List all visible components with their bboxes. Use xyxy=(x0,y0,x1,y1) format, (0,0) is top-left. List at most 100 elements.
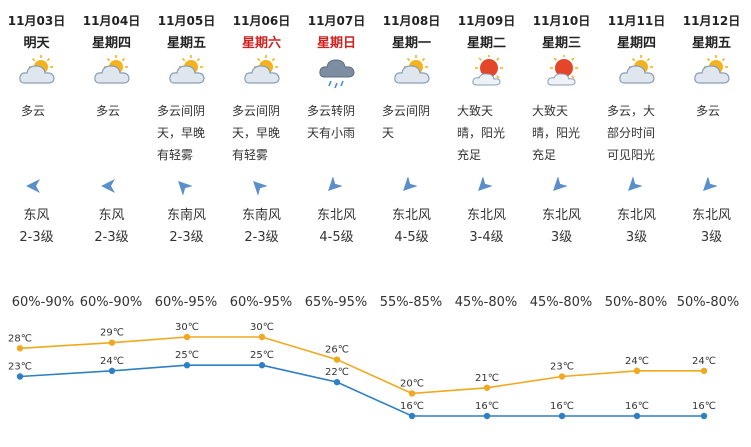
humidity-range: 50%-80% xyxy=(676,295,740,310)
weather-description-line: 晴，阳光 xyxy=(457,126,506,140)
weather-description-line: 天，早晚 xyxy=(232,126,281,140)
weather-description-line: 有轻雾 xyxy=(232,148,269,162)
wind-direction-label: 东风 xyxy=(23,208,50,223)
wind-direction-label: 东北风 xyxy=(316,208,356,223)
wind-direction-label: 东北风 xyxy=(391,208,431,223)
weather-description: 多云 xyxy=(21,100,81,122)
cloud-shape xyxy=(619,65,655,84)
high-temperature-point xyxy=(408,390,416,397)
high-temperature-point xyxy=(633,367,641,375)
weather-description-line: 有轻雾 xyxy=(157,148,194,162)
cloud-shape xyxy=(394,65,430,84)
weather-description: 大致天 晴，阳光 充足 xyxy=(532,100,592,166)
forecast-date: 11月08日 xyxy=(382,14,441,28)
wind-direction-label: 东北风 xyxy=(616,208,656,223)
forecast-date: 11月12日 xyxy=(682,14,741,28)
low-temperature-label: 16℃ xyxy=(692,401,716,412)
wind-direction-icon xyxy=(628,177,642,191)
wind-direction-icon xyxy=(553,177,567,191)
weather-description-line: 多云，大 xyxy=(607,104,656,118)
high-temperature-line xyxy=(19,336,704,395)
forecast-day: 11月03日 明天 多云 东风 2-3级 xyxy=(0,0,74,250)
low-temperature-point xyxy=(108,367,116,375)
weather-description-line: 晴，阳光 xyxy=(532,126,581,140)
forecast-weekday: 明天 xyxy=(23,36,50,51)
weather-description-line: 多云转阴 xyxy=(307,104,356,118)
forecast-weekday: 星期日 xyxy=(316,36,356,51)
high-temperature-label: 20℃ xyxy=(400,378,424,389)
forecast-day: 11月12日 星期五 多云 东北风 3级 xyxy=(674,0,749,250)
low-temperature-point xyxy=(183,362,191,369)
low-temperature-point xyxy=(333,378,341,386)
high-temperature-label: 30℃ xyxy=(175,322,199,333)
wind-direction-icon xyxy=(101,179,115,193)
weather-description-line: 多云间阴 xyxy=(382,104,431,118)
humidity-range: 45%-80% xyxy=(454,295,518,310)
wind-direction-label: 东北风 xyxy=(691,208,731,223)
humidity-range: 50%-80% xyxy=(604,295,668,310)
wind-level-label: 2-3级 xyxy=(19,230,54,245)
forecast-weekday: 星期一 xyxy=(391,36,431,51)
wind-direction-icon xyxy=(478,177,492,191)
humidity-range: 60%-95% xyxy=(154,295,218,310)
humidity-range: 45%-80% xyxy=(529,295,593,310)
high-temperature-label: 26℃ xyxy=(325,345,349,356)
weather-description-line: 充足 xyxy=(457,148,482,162)
weather-description-line: 部分时间 xyxy=(607,126,656,140)
low-temperature-line xyxy=(19,364,704,417)
weather-description-line: 大致天 xyxy=(457,104,494,118)
forecast-date: 11月04日 xyxy=(82,14,141,28)
forecast-weekday: 星期三 xyxy=(541,36,581,51)
forecast-day: 11月10日 星期三 大致天 晴，阳光 充足 东北风 3级 xyxy=(524,0,599,250)
raindrop-shape xyxy=(334,82,338,89)
wind-level-label: 3-4级 xyxy=(469,230,504,245)
high-temperature-label: 30℃ xyxy=(250,322,274,333)
partly-cloudy-icon xyxy=(19,55,55,84)
low-temperature-point xyxy=(633,412,641,420)
high-temperature-label: 21℃ xyxy=(475,373,499,384)
high-temperature-label: 29℃ xyxy=(100,328,124,339)
weather-description: 多云间阴 天，早晚 有轻雾 xyxy=(232,100,292,166)
low-temperature-label: 16℃ xyxy=(625,401,649,412)
low-temperature-label: 16℃ xyxy=(475,401,499,412)
high-temperature-point xyxy=(258,333,266,341)
wind-level-label: 2-3级 xyxy=(169,230,204,245)
sun-shape xyxy=(480,59,498,77)
weather-description-line: 天 xyxy=(382,126,395,140)
wind-direction-icon xyxy=(26,179,40,193)
high-temperature-label: 24℃ xyxy=(625,356,649,367)
forecast-weekday: 星期四 xyxy=(91,36,131,51)
wind-direction-label: 东南风 xyxy=(241,208,281,223)
forecast-day: 11月06日 星期六 多云间阴 天，早晚 有轻雾 东南风 2-3级 xyxy=(224,0,299,250)
weather-description-line: 可见阳光 xyxy=(607,148,656,162)
forecast-day: 11月04日 星期四 多云 东风 2-3级 xyxy=(74,0,149,250)
low-temperature-point xyxy=(16,373,24,380)
forecast-weekday: 星期四 xyxy=(616,36,656,51)
wind-direction-icon xyxy=(703,177,717,191)
wind-level-label: 2-3级 xyxy=(244,230,279,245)
cloud-shape xyxy=(94,65,130,84)
wind-direction-icon xyxy=(178,181,192,195)
forecast-date: 11月06日 xyxy=(232,14,291,28)
weather-description: 多云，大部分时间可见阳光 xyxy=(607,100,667,166)
high-temperature-point xyxy=(108,339,116,346)
high-temperature-point xyxy=(558,373,566,380)
weather-description: 多云间阴天 xyxy=(382,100,442,144)
weather-description-line: 多云 xyxy=(696,104,721,118)
weather-description-line: 天，早晚 xyxy=(157,126,206,140)
weather-description: 大致天晴，阳光充足 xyxy=(457,100,517,166)
forecast-day: 11月08日 星期一 多云间阴天东北风 4-5级 xyxy=(374,0,449,250)
weather-description: 多云 xyxy=(696,100,751,122)
weather-description-line: 多云 xyxy=(21,104,46,118)
high-temperature-point xyxy=(483,384,491,391)
low-temperature-point xyxy=(700,412,708,420)
sun-shape xyxy=(555,59,573,77)
wind-level-label: 3级 xyxy=(700,230,723,245)
cloud-shape xyxy=(472,73,501,86)
partly-cloudy-icon xyxy=(244,55,280,84)
high-temperature-point xyxy=(16,345,24,352)
wind-direction-icon xyxy=(328,177,342,191)
high-temperature-point xyxy=(700,367,708,375)
